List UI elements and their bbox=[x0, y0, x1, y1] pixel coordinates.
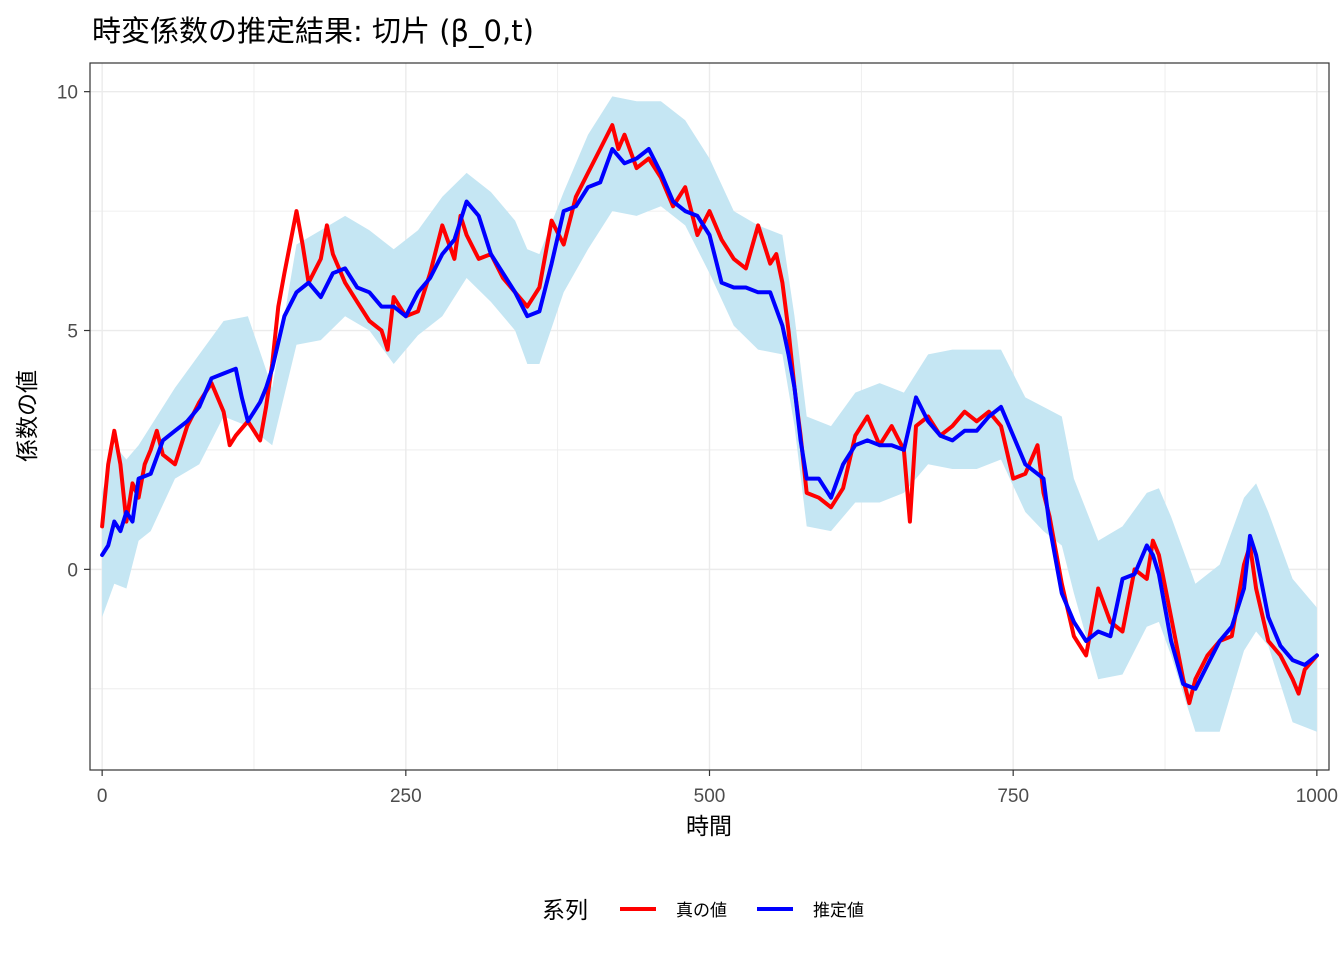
confidence-band bbox=[102, 96, 1317, 732]
legend: 系列 真の値 推定値 bbox=[542, 898, 864, 924]
series-line-estimate bbox=[100, 147, 1319, 691]
y-tick-label: 10 bbox=[57, 83, 78, 104]
x-axis: 0 250 500 750 1000 bbox=[97, 770, 1338, 807]
y-tick-label: 5 bbox=[67, 322, 78, 343]
confidence-band-layer bbox=[102, 96, 1317, 732]
chart-title: 時変係数の推定結果: 切片 (β_0,t) bbox=[92, 14, 534, 48]
y-axis-label: 係数の値 bbox=[15, 370, 41, 462]
legend-label-true-value: 真の値 bbox=[676, 901, 727, 921]
series-lines bbox=[100, 123, 1319, 706]
x-tick-label: 500 bbox=[694, 786, 726, 807]
x-tick-label: 750 bbox=[997, 786, 1029, 807]
y-tick-label: 0 bbox=[67, 560, 78, 581]
x-tick-label: 1000 bbox=[1296, 786, 1338, 807]
x-tick-label: 0 bbox=[97, 786, 108, 807]
legend-label-estimate: 推定値 bbox=[813, 901, 864, 921]
legend-title: 系列 bbox=[542, 898, 588, 924]
y-axis: 0 5 10 bbox=[57, 83, 90, 581]
series-line-true-value bbox=[100, 123, 1319, 706]
x-axis-label: 時間 bbox=[686, 814, 732, 840]
x-tick-label: 250 bbox=[390, 786, 422, 807]
